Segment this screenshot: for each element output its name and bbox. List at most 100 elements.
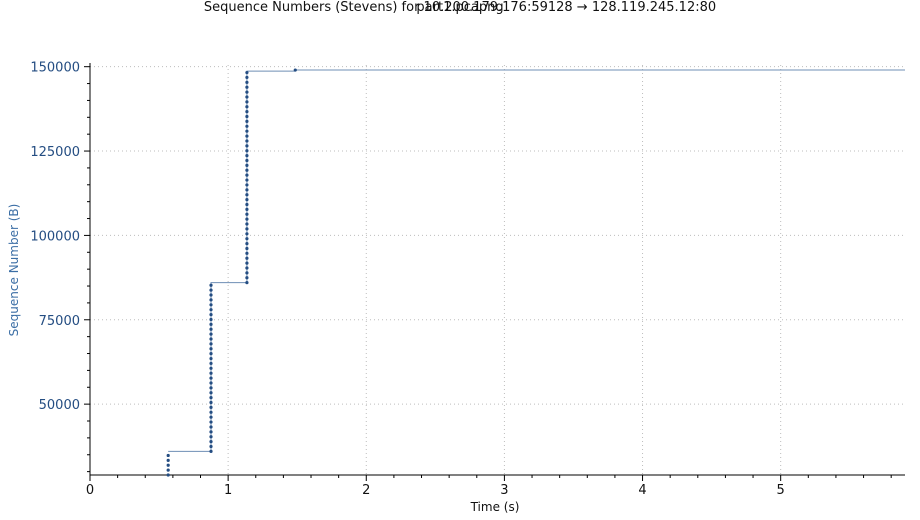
segment-point bbox=[209, 308, 213, 312]
segment-point bbox=[245, 129, 249, 133]
y-tick-label: 100000 bbox=[30, 229, 80, 244]
segment-point bbox=[209, 381, 213, 385]
segment-point bbox=[245, 212, 249, 216]
segment-point bbox=[209, 435, 213, 439]
segment-point bbox=[245, 241, 249, 246]
x-tick-label: 5 bbox=[777, 483, 785, 498]
segment-point bbox=[209, 386, 213, 390]
segment-point bbox=[245, 173, 249, 177]
segment-point bbox=[245, 154, 249, 158]
segment-point bbox=[209, 376, 213, 380]
x-tick-label: 3 bbox=[500, 483, 508, 498]
segment-point bbox=[245, 158, 249, 163]
x-tick-label: 1 bbox=[224, 483, 232, 498]
segment-point bbox=[245, 246, 249, 251]
segment-point bbox=[245, 144, 249, 148]
segment-point bbox=[245, 90, 249, 94]
segment-point bbox=[209, 342, 213, 346]
segment-point bbox=[245, 256, 249, 260]
y-tick-label: 125000 bbox=[30, 145, 80, 160]
segment-point bbox=[245, 261, 249, 265]
segment-point bbox=[245, 105, 249, 109]
segment-point bbox=[209, 312, 213, 317]
segment-point bbox=[209, 298, 213, 302]
segment-point bbox=[245, 237, 249, 241]
segment-point bbox=[209, 293, 213, 297]
segment-point bbox=[209, 356, 213, 361]
segment-point bbox=[209, 400, 213, 405]
series-layer bbox=[166, 68, 905, 477]
segment-point bbox=[209, 288, 213, 292]
segment-point bbox=[209, 371, 213, 375]
segment-point bbox=[209, 430, 213, 434]
grid-lines bbox=[90, 65, 905, 475]
tick-marks bbox=[84, 66, 892, 481]
segment-point bbox=[245, 207, 249, 211]
segment-point bbox=[245, 276, 249, 280]
segment-point bbox=[245, 70, 249, 75]
segment-point bbox=[209, 425, 213, 429]
segment-point bbox=[209, 410, 213, 414]
segment-point bbox=[245, 139, 249, 143]
segment-point bbox=[245, 134, 249, 138]
segment-point bbox=[245, 251, 249, 255]
segment-point bbox=[166, 473, 170, 477]
segment-point bbox=[245, 232, 249, 236]
segment-point bbox=[245, 80, 249, 84]
segment-point bbox=[209, 405, 213, 410]
segment-point bbox=[245, 197, 249, 202]
segment-point bbox=[245, 168, 249, 172]
segment-point bbox=[245, 227, 249, 231]
segment-point bbox=[209, 449, 213, 453]
segment-point bbox=[209, 332, 213, 336]
chart-title: Sequence Numbers (Stevens) for 10.200.17… bbox=[203, 0, 717, 15]
segment-point bbox=[209, 347, 213, 351]
x-tick-label: 2 bbox=[362, 483, 370, 498]
segment-point bbox=[209, 440, 213, 444]
segment-point bbox=[245, 222, 249, 226]
y-tick-label: 75000 bbox=[39, 314, 80, 329]
segment-point bbox=[245, 178, 249, 182]
segment-point bbox=[209, 420, 213, 424]
segment-point bbox=[245, 163, 249, 167]
segment-point bbox=[245, 281, 249, 285]
segment-point bbox=[209, 352, 213, 356]
segment-point bbox=[209, 444, 213, 449]
segment-point bbox=[209, 322, 213, 326]
segment-point bbox=[245, 217, 249, 221]
segment-point bbox=[209, 327, 213, 331]
segment-point bbox=[209, 361, 213, 366]
sequence-step-line bbox=[168, 69, 905, 452]
segment-point bbox=[245, 271, 249, 275]
segment-point bbox=[209, 317, 213, 322]
segment-point bbox=[245, 266, 249, 270]
segment-point bbox=[245, 100, 249, 104]
chart-subtitle: part1.pcapng bbox=[416, 0, 504, 15]
segment-point bbox=[245, 193, 249, 197]
segment-point bbox=[209, 366, 213, 370]
x-tick-label: 4 bbox=[638, 483, 646, 498]
segment-point bbox=[245, 188, 249, 192]
segment-point bbox=[245, 149, 249, 153]
y-axis-label: Sequence Number (B) bbox=[7, 204, 21, 337]
segment-point bbox=[245, 183, 249, 187]
y-tick-label: 150000 bbox=[30, 61, 80, 76]
segment-point bbox=[209, 303, 213, 307]
x-tick-label: 0 bbox=[86, 483, 94, 498]
tick-labels: 50000 75000 100000 125000 150000 0 1 2 3 4 5 bbox=[30, 61, 784, 498]
segment-point bbox=[166, 468, 170, 472]
y-tick-label: 50000 bbox=[39, 398, 80, 413]
segment-point bbox=[209, 283, 213, 287]
x-axis-label: Time (s) bbox=[470, 500, 520, 514]
segment-point bbox=[245, 119, 249, 124]
segment-point bbox=[209, 415, 213, 419]
segment-point bbox=[209, 396, 213, 400]
segment-point bbox=[245, 114, 249, 119]
segment-point bbox=[166, 458, 170, 462]
segment-point bbox=[166, 453, 170, 458]
segment-point bbox=[245, 202, 249, 207]
segment-point bbox=[245, 110, 249, 114]
segment-point bbox=[166, 463, 170, 467]
segment-point bbox=[245, 124, 249, 128]
